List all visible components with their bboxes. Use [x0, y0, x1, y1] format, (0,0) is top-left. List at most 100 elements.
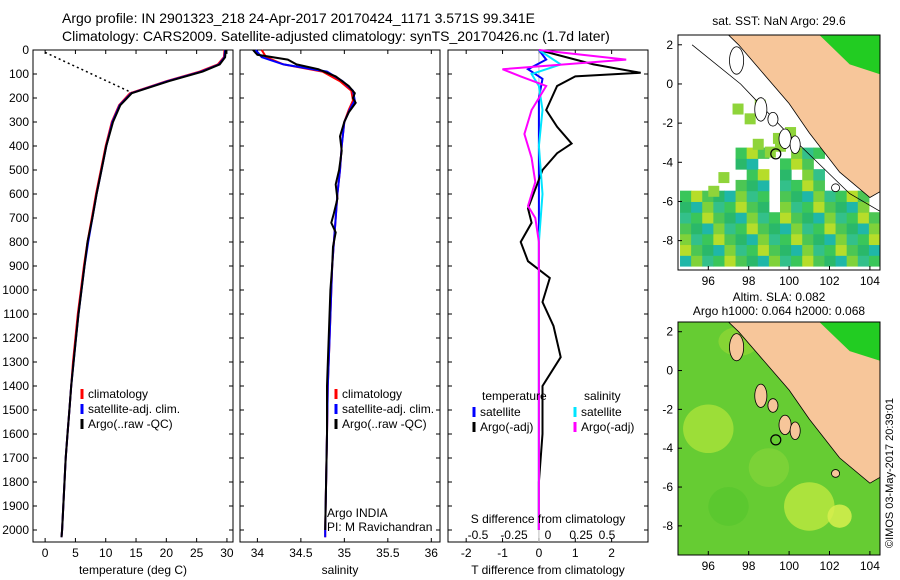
sst-cell — [846, 223, 859, 235]
sst-cell — [802, 158, 814, 170]
sst-cell — [780, 179, 792, 192]
sst-cell — [691, 223, 703, 235]
sst-cell — [713, 255, 725, 267]
sla-blob — [827, 504, 852, 528]
annotation-line: Argo INDIA — [327, 506, 388, 520]
sst-cell — [824, 255, 837, 267]
y-tick-label: 2000 — [2, 523, 29, 537]
sst-cell — [718, 172, 730, 184]
sla-blob — [748, 448, 790, 488]
sst-cell — [691, 190, 703, 202]
x-tick-label: 5 — [72, 546, 79, 560]
sst-cell — [735, 212, 748, 224]
island — [754, 97, 768, 122]
x-tick-label: 102 — [819, 559, 839, 573]
sst-cell — [732, 103, 744, 115]
x-tick-label: 98 — [742, 559, 756, 573]
sst-cell — [785, 127, 797, 139]
sst-cell — [735, 201, 748, 213]
sst-cell — [735, 158, 748, 170]
sst-cell — [735, 147, 748, 159]
x-axis-label: T difference from climatology — [471, 563, 625, 577]
sst-cell — [724, 223, 737, 235]
sst-cell — [724, 201, 737, 213]
land-mass — [727, 35, 880, 198]
sst-cell — [691, 201, 703, 213]
sst-cell — [813, 244, 825, 256]
sst-cell — [802, 233, 814, 246]
legend-title: temperature — [482, 389, 547, 403]
y-tick-label: -2 — [662, 116, 673, 130]
sst-cell — [857, 233, 870, 246]
sst-cell — [757, 169, 770, 181]
map-title: sat. SST: NaN Argo: 29.6 — [712, 14, 846, 28]
sst-cell — [746, 169, 759, 181]
sst-cell — [680, 233, 692, 246]
sst-cell — [813, 255, 825, 267]
sst-cell — [746, 158, 759, 170]
sst-cell — [835, 190, 848, 202]
vegetation-patch — [819, 35, 880, 75]
y-tick-label: 900 — [9, 259, 29, 273]
map-frame — [677, 321, 881, 556]
vegetation-patch — [819, 322, 880, 361]
sst-cell — [708, 185, 720, 197]
y-tick-label: 1100 — [3, 307, 29, 321]
x-tick-label: 0 — [42, 546, 49, 560]
sst-cell — [813, 147, 825, 159]
x-tick-label: 25 — [190, 546, 204, 560]
sst-cell — [713, 201, 725, 213]
legend-label: satellite — [581, 405, 622, 419]
sst-cell — [724, 190, 737, 202]
sst-cell — [791, 212, 803, 224]
x-axis-label: temperature (deg C) — [79, 563, 187, 577]
sst-cell — [757, 201, 770, 213]
legend-label: Argo(-adj) — [480, 420, 533, 434]
sst-cell — [780, 169, 792, 181]
legend-label: climatology — [342, 387, 402, 401]
x-tick-label: 34 — [251, 546, 265, 560]
sst-cell — [835, 212, 848, 224]
x-axis-label-top: S difference from climatology — [471, 512, 626, 526]
sst-cell — [735, 255, 748, 267]
sst-cell — [757, 244, 770, 256]
map-title-line: Altim. SLA: 0.082 — [733, 290, 826, 304]
sst-cell — [735, 223, 748, 235]
island — [778, 414, 792, 436]
island — [778, 128, 792, 149]
sst-cell — [802, 223, 814, 235]
sst-cell — [746, 212, 759, 224]
sst-cell — [757, 223, 770, 235]
map-content — [678, 35, 880, 270]
x-tick-label: 2 — [608, 546, 615, 560]
sst-cell — [702, 244, 714, 256]
title-line-1: Argo profile: IN 2901323_218 24-Apr-2017… — [62, 10, 536, 26]
sst-cell — [757, 147, 770, 159]
legend-title: salinity — [584, 389, 621, 403]
x-tick-label: 100 — [779, 274, 799, 288]
y-tick-label: 100 — [9, 67, 29, 81]
y-tick-label: 0 — [666, 364, 673, 378]
sst-cell — [780, 244, 792, 256]
x-tick-label: 104 — [860, 274, 880, 288]
sst-cell — [802, 179, 814, 192]
x-tick-label: 104 — [860, 559, 880, 573]
x-tick-label-top: -0.25 — [500, 528, 528, 542]
sst-cell — [835, 255, 848, 267]
x-tick-label: 96 — [702, 274, 716, 288]
sst-cell — [868, 255, 880, 267]
y-tick-label: 600 — [9, 187, 29, 201]
sst_map-panel: 96 98 100 102 104 2 0 -2 -4 -6 -8 — [662, 34, 881, 288]
y-tick-label: -6 — [662, 194, 673, 208]
sst-cell — [768, 223, 781, 235]
sst-cell — [813, 223, 825, 235]
plot-frame — [239, 49, 441, 543]
y-tick-label: 1500 — [2, 403, 29, 417]
y-tick-label: -4 — [662, 441, 673, 455]
x-tick-label: 30 — [220, 546, 234, 560]
x-tick-label: 100 — [779, 559, 799, 573]
sst-cell — [713, 244, 725, 256]
sst-cell — [702, 212, 714, 224]
legend-label: satellite — [480, 405, 521, 419]
sst-cell — [702, 233, 714, 246]
